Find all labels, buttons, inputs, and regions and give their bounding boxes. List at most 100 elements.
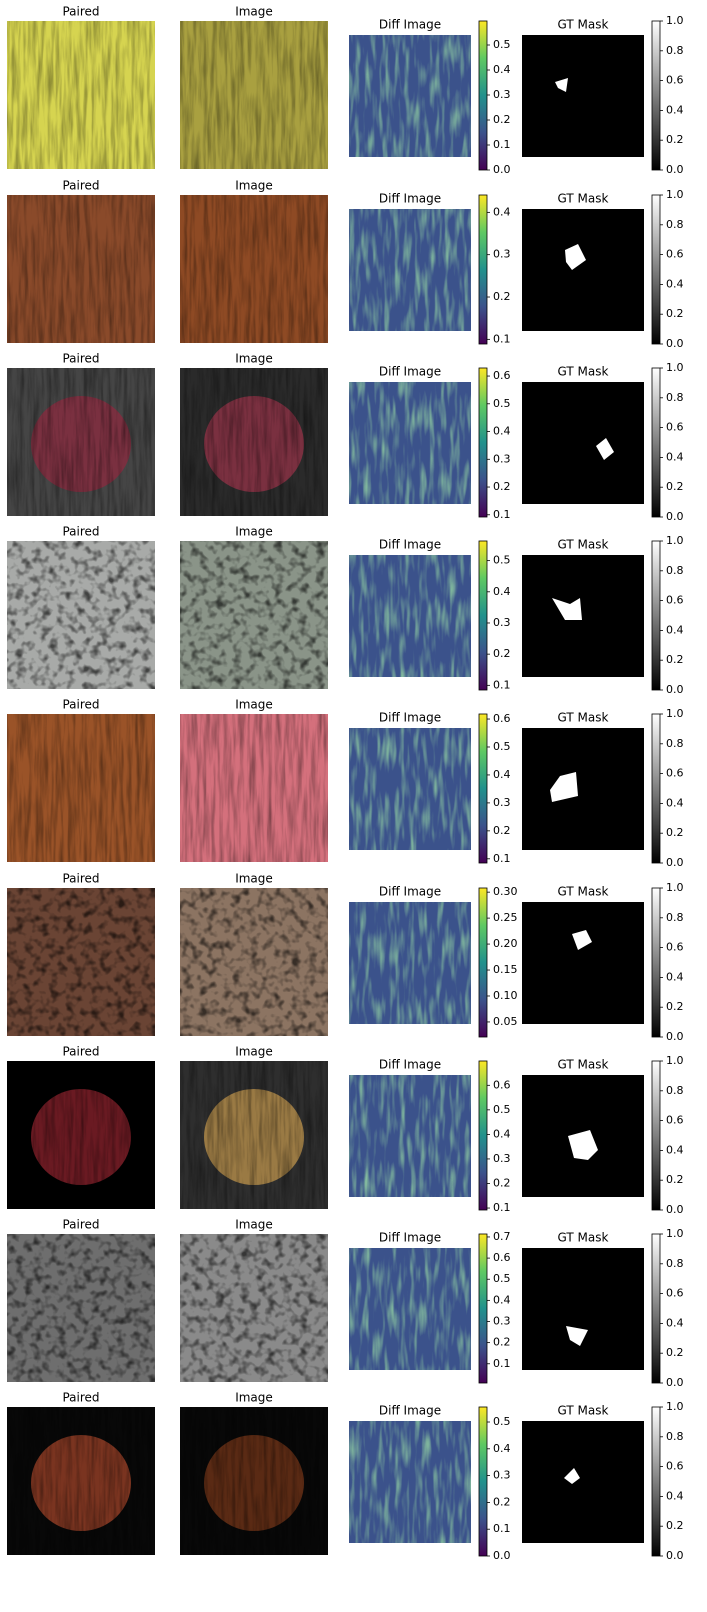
tick-label: 0.2	[493, 290, 511, 303]
panel-title: Image	[235, 5, 273, 19]
tick-label: 0.4	[666, 1489, 684, 1502]
gt-mask	[522, 209, 644, 331]
tick-label: 0.2	[666, 133, 684, 146]
tick-label: 0.1	[493, 678, 511, 691]
texture	[7, 1234, 155, 1382]
panel-title: Image	[235, 1045, 273, 1059]
texture	[180, 21, 328, 169]
texture	[7, 21, 155, 169]
colorbar	[478, 1233, 488, 1384]
mask-region	[565, 244, 586, 270]
gt-mask	[522, 35, 644, 157]
diff-texture	[349, 728, 471, 850]
diff-texture	[349, 209, 471, 331]
tick-label: 0.4	[666, 970, 684, 983]
tick-label: 0.3	[493, 248, 511, 261]
tick-label: 0.6	[493, 1078, 511, 1091]
tick-label: 1.0	[666, 14, 684, 27]
tick-label: 0.8	[666, 911, 684, 924]
texture	[7, 1407, 155, 1555]
tick-label: 0.6	[666, 594, 684, 607]
tick-label: 0.3	[493, 452, 511, 465]
panel-title: Diff Image	[379, 192, 441, 206]
tick-label: 0.3	[493, 1469, 511, 1482]
tick-label: 0.4	[493, 585, 511, 598]
tick-label: 0.2	[666, 826, 684, 839]
panel-title: Image	[235, 1391, 273, 1405]
panel-title: GT Mask	[558, 711, 609, 725]
tick-label: 0.10	[493, 989, 518, 1002]
texture	[180, 195, 328, 343]
tick-label: 0.5	[493, 1272, 511, 1285]
tick-label: 0.2	[666, 480, 684, 493]
tick-label: 1.0	[666, 188, 684, 201]
tick-label: 0.4	[493, 768, 511, 781]
panel-title: Diff Image	[379, 365, 441, 379]
tick-label: 0.8	[666, 737, 684, 750]
colorbar	[478, 887, 488, 1038]
colorbar	[651, 20, 661, 171]
tick-label: 0.6	[666, 1114, 684, 1127]
tick-label: 0.4	[666, 277, 684, 290]
mask-region	[572, 930, 592, 950]
tick-label: 0.2	[666, 1519, 684, 1532]
tick-label: 0.30	[493, 885, 518, 898]
tick-label: 0.2	[493, 1336, 511, 1349]
tick-label: 0.4	[493, 63, 511, 76]
texture	[7, 714, 155, 862]
texture	[180, 714, 328, 862]
panel-title: Diff Image	[379, 1231, 441, 1245]
mask-region	[568, 1130, 598, 1160]
colorbar	[651, 887, 661, 1038]
tick-label: 0.8	[666, 564, 684, 577]
panel-title: Paired	[62, 698, 99, 712]
tick-label: 0.2	[666, 1173, 684, 1186]
tick-label: 0.2	[666, 1000, 684, 1013]
colorbar	[478, 367, 488, 518]
tick-label: 0.6	[493, 1251, 511, 1264]
texture	[7, 368, 155, 516]
tick-label: 1.0	[666, 881, 684, 894]
panel-title: Diff Image	[379, 711, 441, 725]
tick-label: 0.1	[493, 852, 511, 865]
colorbar	[478, 20, 488, 171]
tick-label: 0.8	[666, 391, 684, 404]
panel-title: GT Mask	[558, 885, 609, 899]
gt-mask	[522, 902, 644, 1024]
tick-label: 0.3	[493, 1314, 511, 1327]
panel-title: Paired	[62, 5, 99, 19]
tick-label: 0.3	[493, 1152, 511, 1165]
tick-label: 0.4	[666, 623, 684, 636]
tick-label: 0.4	[666, 1143, 684, 1156]
texture	[7, 888, 155, 1036]
tick-label: 0.5	[493, 397, 511, 410]
tick-label: 0.6	[666, 421, 684, 434]
colorbar	[651, 1406, 661, 1557]
colorbar	[478, 1060, 488, 1211]
colorbar	[478, 194, 488, 345]
tick-label: 0.6	[493, 712, 511, 725]
tick-label: 0.0	[666, 856, 684, 869]
panel-title: Paired	[62, 1218, 99, 1232]
panel-title: GT Mask	[558, 192, 609, 206]
tick-label: 0.6	[666, 74, 684, 87]
tick-label: 0.3	[493, 616, 511, 629]
tick-label: 0.8	[666, 1084, 684, 1097]
panel-title: Paired	[62, 872, 99, 886]
colorbar	[651, 367, 661, 518]
diff-texture	[349, 1248, 471, 1370]
panel-title: Diff Image	[379, 538, 441, 552]
texture	[7, 1061, 155, 1209]
mask-region	[566, 1326, 588, 1346]
tick-label: 1.0	[666, 534, 684, 547]
tick-label: 0.4	[666, 796, 684, 809]
panel-title: GT Mask	[558, 365, 609, 379]
tick-label: 0.0	[493, 1549, 511, 1562]
texture	[180, 368, 328, 516]
texture	[180, 1061, 328, 1209]
texture	[7, 541, 155, 689]
tick-label: 0.4	[493, 1442, 511, 1455]
diff-texture	[349, 1075, 471, 1197]
tick-label: 0.2	[666, 1346, 684, 1359]
